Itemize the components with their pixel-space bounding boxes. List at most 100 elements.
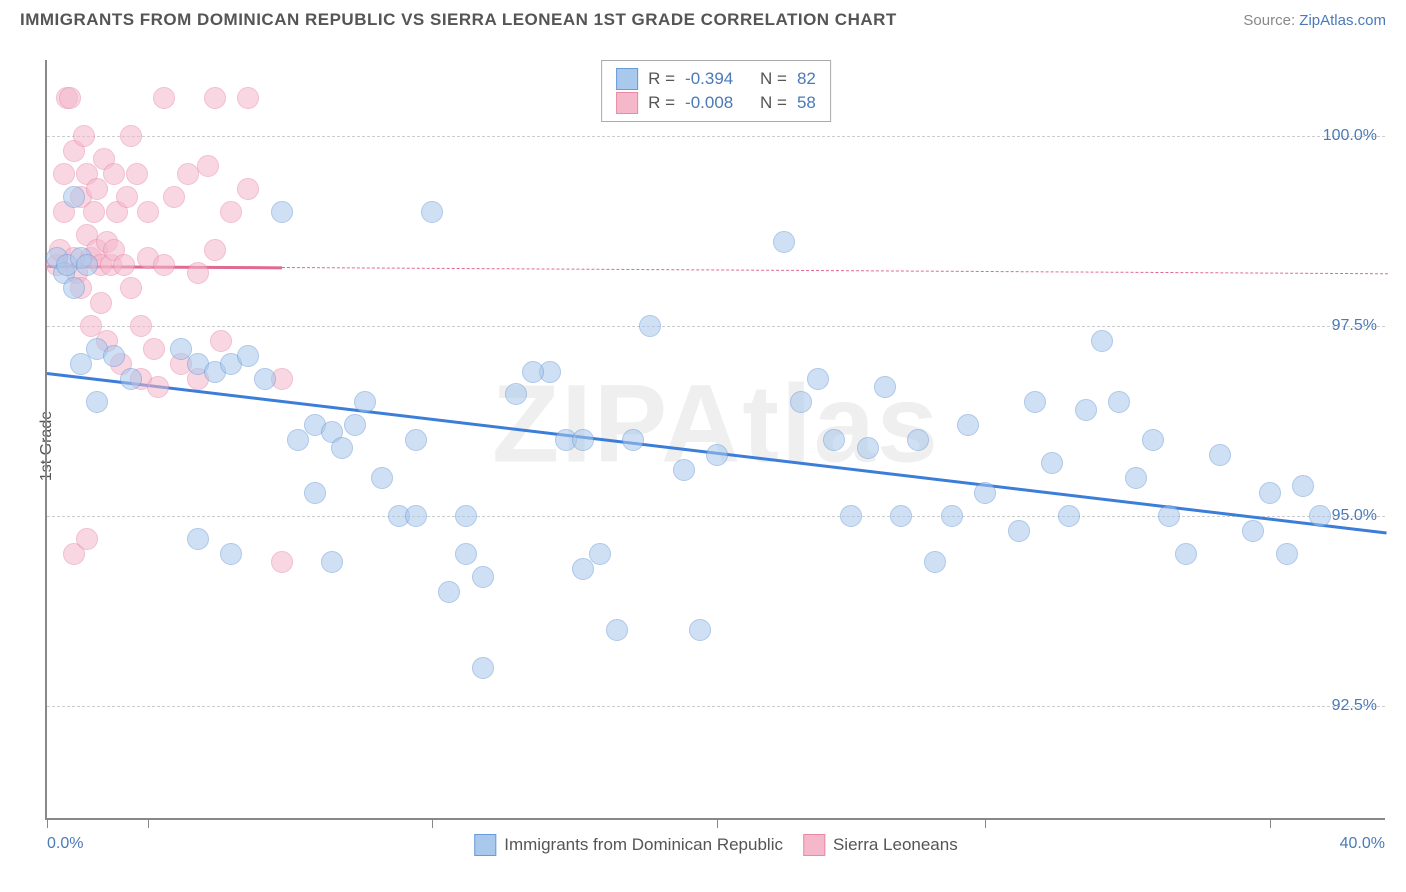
scatter-point: [197, 155, 219, 177]
header: IMMIGRANTS FROM DOMINICAN REPUBLIC VS SI…: [0, 0, 1406, 35]
legend-series-item: Sierra Leoneans: [803, 834, 958, 856]
scatter-point: [589, 543, 611, 565]
scatter-point: [63, 277, 85, 299]
scatter-point: [59, 87, 81, 109]
scatter-point: [163, 186, 185, 208]
gridline-h: [47, 136, 1385, 137]
scatter-point: [83, 201, 105, 223]
y-tick-label: 100.0%: [1323, 127, 1377, 145]
legend-swatch: [803, 834, 825, 856]
scatter-point: [1292, 475, 1314, 497]
scatter-point: [1108, 391, 1130, 413]
scatter-point: [890, 505, 912, 527]
scatter-point: [857, 437, 879, 459]
scatter-point: [153, 87, 175, 109]
scatter-point: [344, 414, 366, 436]
source-link[interactable]: ZipAtlas.com: [1299, 12, 1386, 29]
legend-series-label: Sierra Leoneans: [833, 835, 958, 855]
legend-series-item: Immigrants from Dominican Republic: [474, 834, 783, 856]
trend-line-dashed: [281, 267, 1387, 274]
scatter-point: [237, 178, 259, 200]
scatter-point: [455, 505, 477, 527]
scatter-point: [70, 353, 92, 375]
scatter-point: [304, 482, 326, 504]
legend-n-value: 58: [797, 93, 816, 113]
scatter-point: [237, 87, 259, 109]
x-axis-min-label: 0.0%: [47, 835, 83, 853]
scatter-point: [974, 482, 996, 504]
scatter-point: [321, 551, 343, 573]
scatter-point: [941, 505, 963, 527]
scatter-point: [63, 186, 85, 208]
scatter-point: [103, 163, 125, 185]
x-tick: [47, 818, 48, 828]
scatter-point: [505, 383, 527, 405]
scatter-point: [874, 376, 896, 398]
legend-row: R =-0.394N =82: [616, 67, 816, 91]
x-tick: [717, 818, 718, 828]
y-tick-label: 97.5%: [1332, 317, 1377, 335]
chart-title: IMMIGRANTS FROM DOMINICAN REPUBLIC VS SI…: [20, 10, 897, 30]
scatter-point: [1158, 505, 1180, 527]
watermark-text: ZIPAtlas: [492, 360, 940, 487]
scatter-point: [907, 429, 929, 451]
scatter-point: [254, 368, 276, 390]
legend-r-value: -0.008: [685, 93, 750, 113]
scatter-point: [287, 429, 309, 451]
scatter-point: [957, 414, 979, 436]
scatter-point: [90, 292, 112, 314]
scatter-point: [790, 391, 812, 413]
scatter-point: [177, 163, 199, 185]
scatter-point: [1075, 399, 1097, 421]
scatter-point: [76, 254, 98, 276]
scatter-point: [220, 201, 242, 223]
scatter-point: [1058, 505, 1080, 527]
legend-r-label: R =: [648, 69, 675, 89]
scatter-chart: ZIPAtlas R =-0.394N =82R =-0.008N =58 Im…: [45, 60, 1385, 820]
gridline-h: [47, 326, 1385, 327]
source-attribution: Source: ZipAtlas.com: [1243, 12, 1386, 29]
scatter-point: [840, 505, 862, 527]
scatter-point: [120, 125, 142, 147]
legend-n-label: N =: [760, 69, 787, 89]
scatter-point: [116, 186, 138, 208]
scatter-point: [113, 254, 135, 276]
scatter-point: [271, 201, 293, 223]
scatter-point: [405, 505, 427, 527]
x-tick: [1270, 818, 1271, 828]
legend-swatch: [616, 92, 638, 114]
source-prefix: Source:: [1243, 12, 1299, 29]
scatter-point: [126, 163, 148, 185]
x-tick: [148, 818, 149, 828]
scatter-point: [371, 467, 393, 489]
gridline-h: [47, 516, 1385, 517]
legend-r-value: -0.394: [685, 69, 750, 89]
scatter-point: [1125, 467, 1147, 489]
scatter-point: [773, 231, 795, 253]
scatter-point: [76, 528, 98, 550]
scatter-point: [472, 657, 494, 679]
scatter-point: [103, 345, 125, 367]
scatter-point: [1209, 444, 1231, 466]
x-tick: [432, 818, 433, 828]
y-tick-label: 92.5%: [1332, 697, 1377, 715]
scatter-point: [689, 619, 711, 641]
scatter-point: [86, 178, 108, 200]
scatter-point: [331, 437, 353, 459]
scatter-point: [622, 429, 644, 451]
scatter-point: [187, 528, 209, 550]
scatter-point: [673, 459, 695, 481]
scatter-point: [421, 201, 443, 223]
legend-series-label: Immigrants from Dominican Republic: [504, 835, 783, 855]
y-tick-label: 95.0%: [1332, 507, 1377, 525]
scatter-point: [187, 262, 209, 284]
scatter-point: [1142, 429, 1164, 451]
scatter-point: [137, 201, 159, 223]
scatter-point: [1309, 505, 1331, 527]
x-tick: [985, 818, 986, 828]
scatter-point: [130, 315, 152, 337]
scatter-point: [1276, 543, 1298, 565]
scatter-point: [204, 239, 226, 261]
scatter-point: [1008, 520, 1030, 542]
scatter-point: [823, 429, 845, 451]
